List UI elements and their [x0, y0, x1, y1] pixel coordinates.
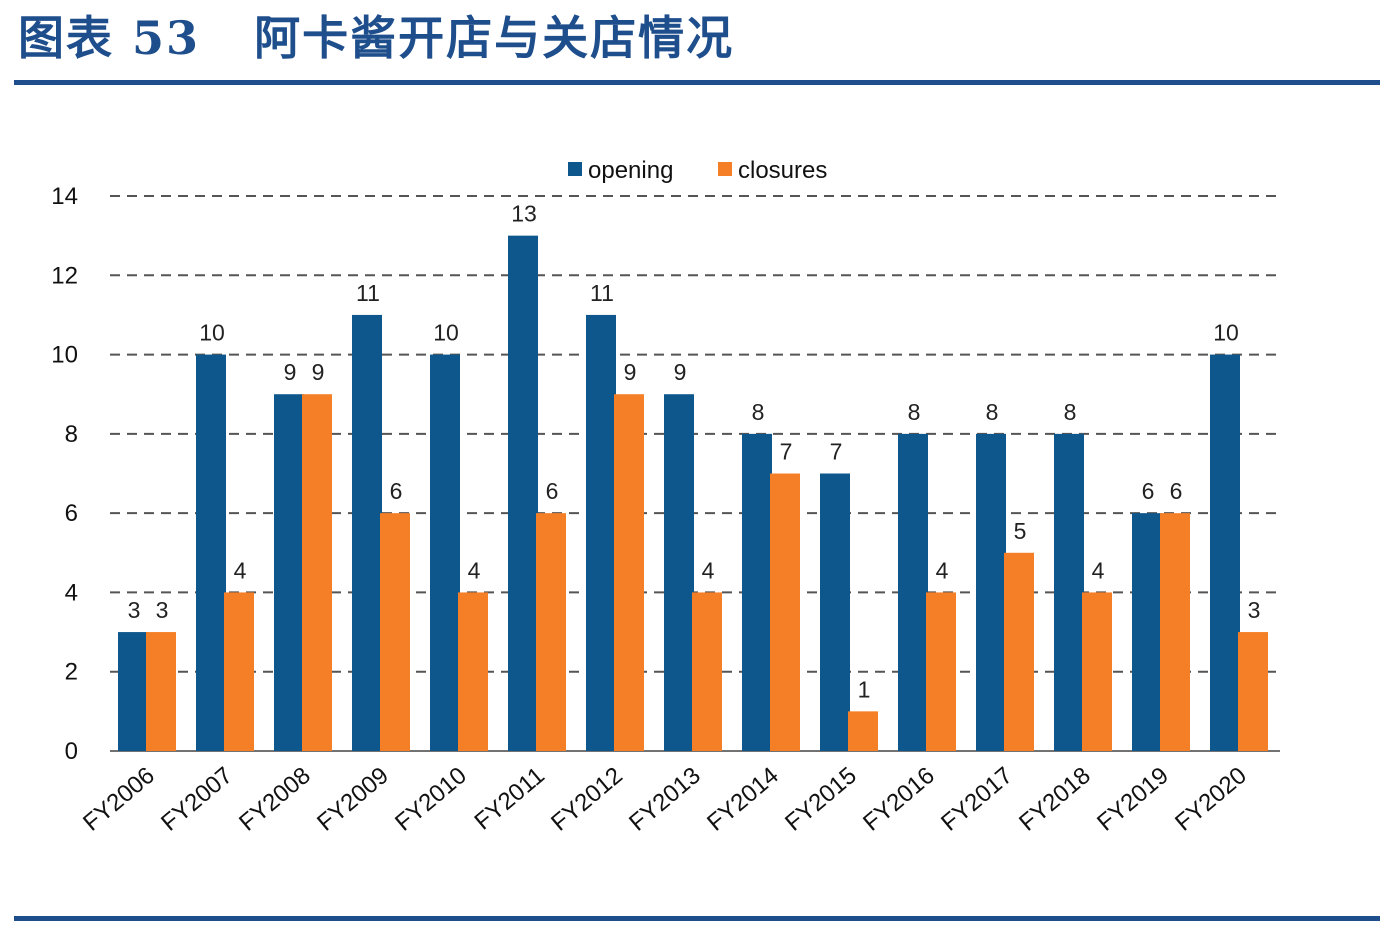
data-label-opening: 10 [199, 320, 225, 346]
x-tick-label: FY2009 [312, 762, 394, 837]
header-rule [14, 80, 1380, 85]
data-label-opening: 8 [1064, 399, 1077, 425]
bar-opening [430, 354, 460, 751]
y-tick-label: 0 [65, 738, 78, 765]
bar-opening [274, 394, 304, 751]
y-tick-label: 12 [51, 262, 78, 289]
x-tick-label: FY2013 [624, 762, 706, 837]
x-tick-label: FY2012 [546, 762, 628, 837]
bar-opening [1132, 513, 1162, 751]
y-tick-label: 6 [65, 500, 78, 527]
data-label-closures: 1 [858, 676, 871, 702]
legend-swatch-opening [568, 162, 582, 176]
bar-closures [302, 394, 332, 751]
y-tick-label: 8 [65, 421, 78, 448]
data-label-opening: 9 [674, 359, 687, 385]
data-label-closures: 4 [234, 557, 247, 583]
bar-closures [1238, 632, 1268, 751]
x-tick-label: FY2008 [234, 762, 316, 837]
bar-opening [586, 314, 616, 751]
data-label-opening: 11 [590, 280, 614, 306]
data-label-opening: 10 [1213, 320, 1239, 346]
bar-opening [664, 394, 694, 751]
data-label-opening: 13 [511, 201, 537, 227]
data-label-closures: 7 [780, 439, 793, 465]
bar-opening [118, 632, 148, 751]
data-label-closures: 4 [936, 557, 949, 583]
data-label-opening: 7 [830, 439, 843, 465]
legend-label-opening: opening [588, 157, 673, 184]
bar-opening [352, 314, 382, 751]
x-tick-label: FY2016 [858, 762, 940, 837]
bar-closures [848, 711, 878, 751]
bar-closures [536, 513, 566, 751]
bar-opening [898, 433, 928, 751]
x-tick-label: FY2017 [936, 762, 1018, 837]
data-label-closures: 6 [546, 478, 559, 504]
data-label-opening: 8 [908, 399, 921, 425]
data-label-closures: 4 [468, 557, 481, 583]
x-tick-label: FY2011 [469, 762, 549, 836]
x-tick-label: FY2010 [390, 762, 472, 837]
bar-closures [380, 513, 410, 751]
bar-opening [742, 433, 772, 751]
y-tick-label: 10 [51, 342, 78, 369]
bar-closures [614, 394, 644, 751]
x-tick-label: FY2006 [78, 762, 160, 837]
x-tick-label: FY2019 [1092, 762, 1174, 837]
x-tick-label: FY2007 [156, 762, 238, 837]
bar-closures [224, 592, 254, 751]
x-tick-label: FY2020 [1170, 762, 1252, 837]
bar-closures [1004, 552, 1034, 751]
bar-opening [1054, 433, 1084, 751]
data-label-opening: 8 [752, 399, 765, 425]
page-title: 图表 53 阿卡酱开店与关店情况 [18, 11, 735, 65]
data-label-closures: 6 [390, 478, 403, 504]
data-label-closures: 9 [624, 359, 637, 385]
data-label-opening: 11 [356, 280, 380, 306]
bar-opening [508, 235, 538, 752]
bar-closures [1082, 592, 1112, 751]
bar-closures [458, 592, 488, 751]
data-label-opening: 10 [433, 320, 459, 346]
bar-closures [146, 632, 176, 751]
bar-closures [770, 473, 800, 751]
footer-rule [14, 916, 1380, 921]
y-tick-label: 14 [51, 183, 78, 210]
bar-opening [196, 354, 226, 751]
bar-closures [692, 592, 722, 751]
data-label-closures: 9 [312, 359, 325, 385]
x-tick-label: FY2015 [780, 762, 862, 837]
data-label-opening: 6 [1142, 478, 1155, 504]
data-label-opening: 3 [128, 597, 141, 623]
data-label-closures: 3 [1248, 597, 1261, 623]
bar-closures [1160, 513, 1190, 751]
data-label-closures: 4 [1092, 557, 1105, 583]
bar-opening [976, 433, 1006, 751]
legend-swatch-closures [718, 162, 732, 176]
data-label-opening: 9 [284, 359, 297, 385]
data-label-closures: 6 [1170, 478, 1183, 504]
x-tick-label: FY2018 [1014, 762, 1096, 837]
data-label-closures: 4 [702, 557, 715, 583]
bar-opening [1210, 354, 1240, 751]
legend-label-closures: closures [738, 157, 827, 184]
x-tick-label: FY2014 [702, 762, 784, 837]
data-label-opening: 8 [986, 399, 999, 425]
data-label-closures: 5 [1014, 518, 1027, 544]
data-label-closures: 3 [156, 597, 169, 623]
bar-opening [820, 473, 850, 751]
y-tick-label: 2 [65, 659, 78, 686]
y-tick-label: 4 [65, 579, 78, 606]
bar-closures [926, 592, 956, 751]
